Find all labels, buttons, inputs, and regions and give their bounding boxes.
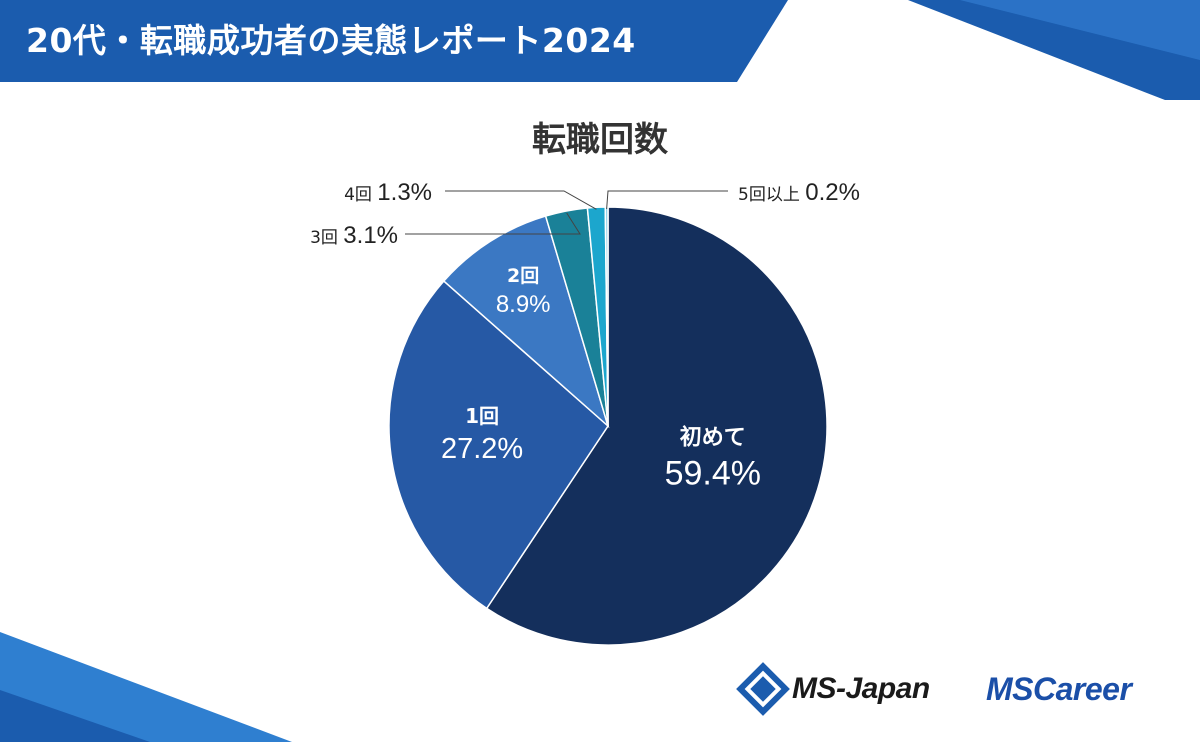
slice-4-callout: 3回 3.1% [310,222,398,249]
slice-6-callout: 5回以上 0.2% [738,179,860,206]
slice-4-value: 3.1% [343,222,398,249]
header-banner [0,0,788,82]
ms-japan-logo-text: MS-Japan [792,672,930,705]
corner-decoration-bottom [0,632,292,742]
slice-2-value: 27.2% [441,433,523,465]
slice-3-label: 2回 [507,265,539,287]
slice-labels: 初めて 59.4% 1回 27.2% 2回 8.9% 3回 3.1% 4回 1.3% 5回以上 … [310,179,860,493]
slice-1-label: 初めて [680,425,746,451]
corner-decoration-bottom-dark [0,690,150,742]
leader-lines [405,190,728,235]
page-title: 20代・転職成功者の実態レポート2024 [26,21,636,60]
ms-career-logo: MSCareer [986,670,1132,707]
slice-4-leader-line [405,212,581,235]
slice-2-wedge [388,279,609,610]
chart-title: 転職回数 [532,120,668,160]
slice-5-value: 1.3% [377,179,432,206]
pie-chart [388,206,828,646]
slice-5-callout: 4回 1.3% [344,179,432,206]
slice-6-value: 0.2% [805,179,860,206]
slice-5-leader-line [445,190,597,210]
slice-4-label: 3回 [310,228,343,248]
slice-6-label: 5回以上 [738,185,805,205]
ms-japan-logo: MS-Japan [736,663,930,715]
slice-3-value: 8.9% [496,291,551,318]
slice-5-label: 4回 [344,185,377,205]
slice-2-label: 1回 [465,404,499,428]
slice-6-leader-line [606,190,728,210]
slice-1-wedge [485,206,828,646]
slice-1-value: 59.4% [665,455,761,493]
slice-3-wedge [442,215,610,429]
corner-decoration-top-light [960,0,1200,60]
